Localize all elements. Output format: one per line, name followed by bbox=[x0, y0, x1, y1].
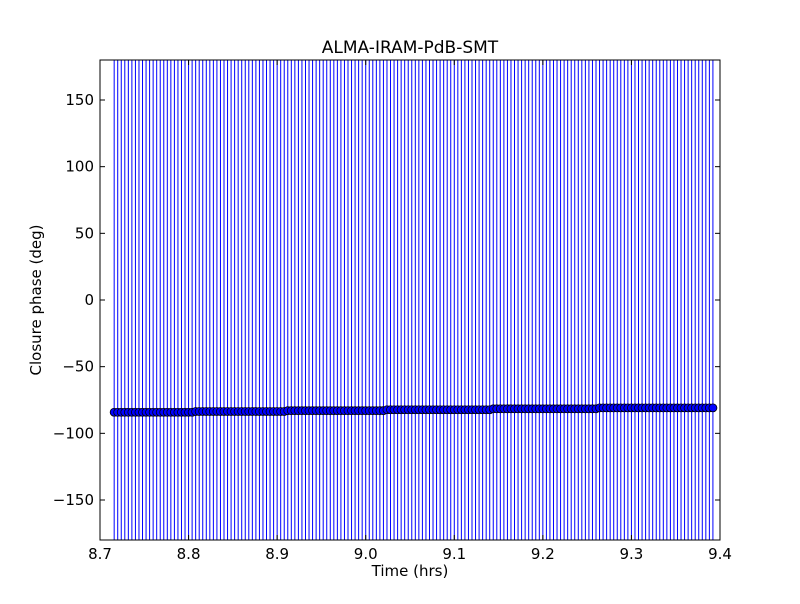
x-tick-label: 9.1 bbox=[442, 545, 466, 563]
x-tick-label: 9.0 bbox=[354, 545, 378, 563]
axis-ticks: 8.7 8.8 8.9 9.0 9.1 9.2 9.3 9.4 −150 −100 −50 0 50 10… bbox=[53, 60, 732, 563]
x-tick-label: 8.8 bbox=[177, 545, 201, 563]
data-point bbox=[708, 403, 718, 413]
x-tick-label: 8.7 bbox=[88, 545, 112, 563]
axes-frame bbox=[99, 59, 721, 541]
y-tick-label: 0 bbox=[84, 291, 94, 309]
x-tick-label: 8.9 bbox=[265, 545, 289, 563]
y-axis-label: Closure phase (deg) bbox=[27, 225, 45, 376]
y-tick-label: 50 bbox=[75, 224, 94, 242]
x-tick-label: 9.4 bbox=[708, 545, 732, 563]
chart-title: ALMA-IRAM-PdB-SMT bbox=[322, 38, 499, 58]
y-tick-label: −50 bbox=[62, 358, 94, 376]
y-tick-label: 150 bbox=[65, 91, 94, 109]
plot-area bbox=[109, 60, 718, 540]
x-tick-label: 9.2 bbox=[531, 545, 555, 563]
y-tick-label: −100 bbox=[53, 424, 94, 442]
x-axis-label: Time (hrs) bbox=[371, 562, 449, 580]
y-tick-label: −150 bbox=[53, 491, 94, 509]
x-tick-label: 9.3 bbox=[619, 545, 643, 563]
y-tick-label: 100 bbox=[65, 158, 94, 176]
